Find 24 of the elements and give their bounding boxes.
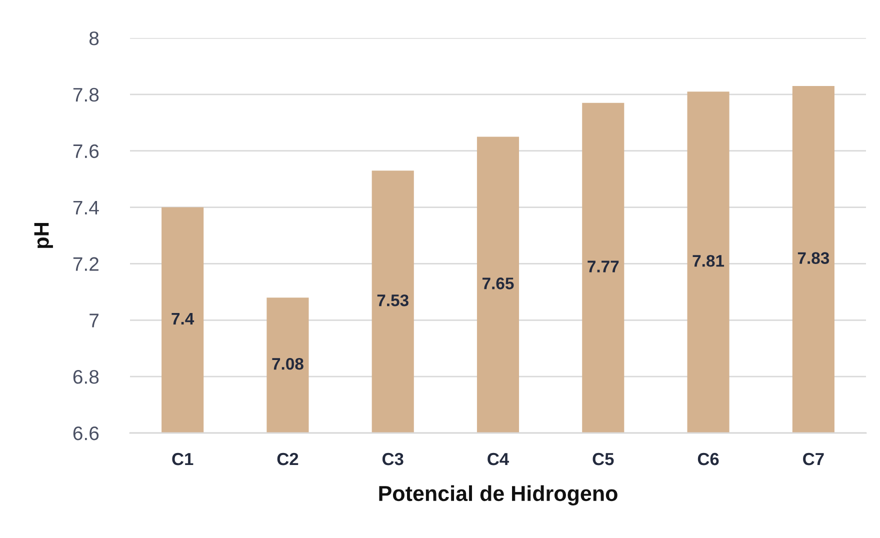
data-label: 7.77 bbox=[588, 260, 619, 272]
x-tick-label: C1 bbox=[172, 452, 194, 466]
data-label: 7.08 bbox=[272, 358, 304, 370]
data-label: 7.4 bbox=[172, 312, 194, 324]
x-tick-label: C6 bbox=[698, 452, 719, 466]
y-axis-title: pH bbox=[34, 223, 53, 248]
data-label: 7.81 bbox=[692, 254, 724, 267]
x-tick-label: C4 bbox=[488, 452, 510, 466]
y-tick-label: 7 bbox=[90, 314, 98, 328]
y-tick-label: 7.4 bbox=[73, 200, 99, 214]
y-tick-label: 6.8 bbox=[73, 370, 99, 384]
x-tick-label: C7 bbox=[803, 452, 824, 466]
y-tick-label: 6.6 bbox=[73, 426, 99, 440]
x-tick-label: C5 bbox=[592, 452, 614, 466]
x-axis-title: Potencial de Hidrogeno bbox=[379, 485, 618, 506]
data-label: 7.83 bbox=[798, 252, 830, 264]
data-label: 7.65 bbox=[482, 278, 514, 290]
x-tick-label: C3 bbox=[382, 452, 404, 466]
y-tick-label: 7.8 bbox=[73, 88, 99, 102]
x-tick-label: C2 bbox=[277, 452, 298, 466]
data-label: 7.53 bbox=[377, 294, 408, 306]
y-tick-label: 8 bbox=[89, 31, 99, 46]
y-tick-label: 7.6 bbox=[73, 144, 99, 158]
y-tick-label: 7.2 bbox=[73, 257, 98, 271]
